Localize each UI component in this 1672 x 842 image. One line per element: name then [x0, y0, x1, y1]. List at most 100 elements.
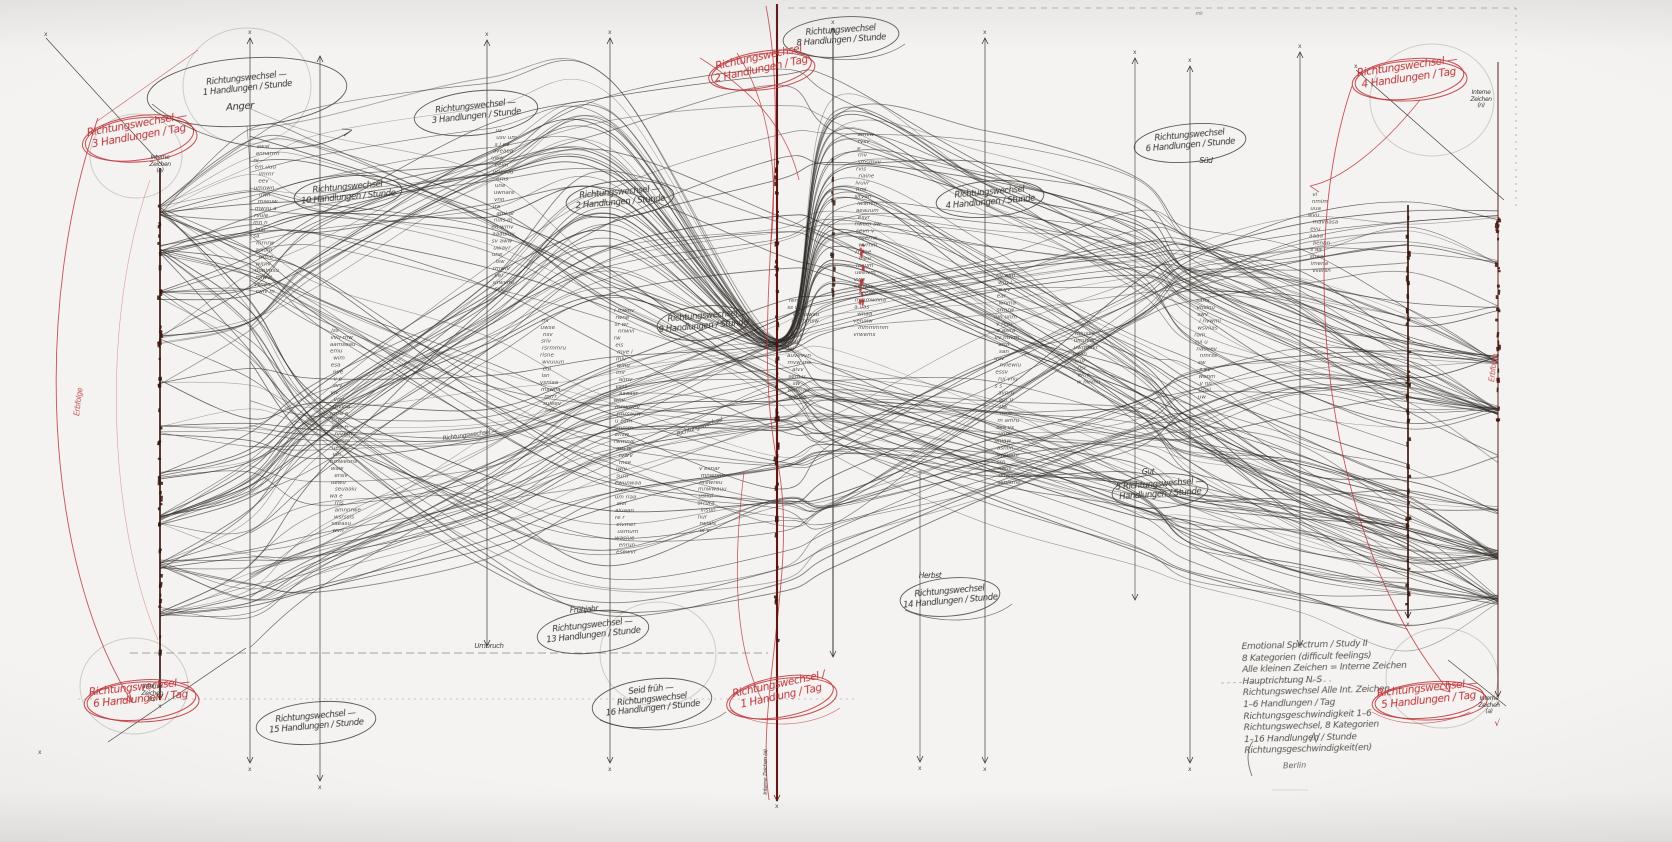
- word-column-entry: uwse: [541, 325, 556, 331]
- node-label-ellipse: [255, 700, 377, 746]
- axis-arrowhead: [1404, 611, 1412, 619]
- flow-line: [249, 290, 1499, 451]
- word-column-entry: iun unm: [994, 314, 1018, 320]
- axis-arrowhead: [156, 693, 164, 701]
- word-column-entry: usmum: [617, 529, 638, 535]
- node-note-10: Richtungswechsel 14 Handlungen / Stunde: [902, 583, 998, 611]
- word-column-entry: rsrmmru: [542, 346, 567, 352]
- word-column-entry: aiuaan: [615, 508, 634, 514]
- x-tick-mark: x: [608, 29, 612, 36]
- ink-knot: [158, 490, 162, 495]
- intern-tag-right-top: Interne Zeichen (n): [1470, 88, 1492, 110]
- word-column-entry: s s: [995, 383, 1003, 389]
- word-column-entry: mn n: [253, 220, 268, 226]
- word-column-entry: v esnar: [699, 466, 720, 472]
- word-column-entry: risr: [1077, 366, 1087, 372]
- red-annotation-stroke: [736, 52, 774, 243]
- ink-knot: [1497, 224, 1500, 228]
- word-column-entry: smmm: [614, 425, 634, 431]
- word-column-entry: nviewiu: [1000, 363, 1022, 369]
- flow-line: [159, 232, 1499, 479]
- red-label-ellipse: [729, 677, 838, 721]
- red-note-top-right: Richtungswechsel —4 Handlungen / Tag: [1356, 53, 1458, 91]
- word-column-entry: wnv: [614, 398, 626, 404]
- umbruch-tag: Umbruch: [474, 642, 504, 651]
- diagonal-guide-line: [107, 647, 247, 743]
- word-column-entry: vnsinu: [1197, 305, 1216, 311]
- word-column-entry: enrun: [619, 543, 636, 549]
- flow-line: [159, 119, 1499, 563]
- word-column-entry: ear: [997, 294, 1007, 300]
- x-tick-mark: x: [1188, 766, 1192, 773]
- word-column-entry: nur: [698, 514, 708, 520]
- word-column-entry: asnisme: [997, 480, 1021, 486]
- red-label-ellipse: [83, 678, 197, 722]
- ink-knot: [1406, 464, 1410, 470]
- word-column-entry: wnaa: [857, 311, 873, 317]
- word-column-entry: mme: [259, 254, 274, 260]
- word-column-entry: awai: [256, 144, 269, 150]
- ink-knot: [859, 252, 863, 258]
- x-tick-mark: x: [983, 29, 987, 36]
- flow-line: [159, 345, 1499, 613]
- node-note-8: Richtungswechsel 6 Handlungen / Stunde: [1145, 127, 1236, 154]
- ink-knot: [860, 292, 864, 297]
- word-column-entry: rvuie: [254, 213, 269, 219]
- word-column-entry: e: [857, 146, 861, 152]
- red-annotation-stroke: [1323, 85, 1451, 693]
- word-column-entry: ueeivm: [855, 270, 876, 276]
- word-column-entry: iwiv: [616, 467, 628, 473]
- red-annotation-stroke: [55, 117, 133, 703]
- ink-knot: [158, 598, 163, 604]
- word-column-entry: mrrr: [544, 394, 557, 400]
- red-label-ellipse: [86, 681, 200, 723]
- node-label-ellipse: [293, 175, 403, 213]
- word-column-entry: w nvvnu: [1077, 379, 1101, 385]
- word-column-entry: m amru: [997, 418, 1019, 424]
- word-column-entry: aimv: [619, 377, 633, 383]
- word-column-entry: ami ar: [496, 211, 515, 217]
- node-label-ellipse: [899, 577, 1001, 617]
- flow-line: [159, 230, 1499, 524]
- ink-knot: [832, 278, 836, 282]
- word-column-entry: mnwnnn: [701, 473, 726, 479]
- word-column-entry: uewu: [331, 480, 347, 486]
- word-column-entry: eeim: [495, 163, 509, 169]
- word-column-entry: vsss: [615, 384, 627, 390]
- flow-line: [159, 149, 1499, 564]
- ink-knot: [1406, 418, 1411, 424]
- edge-tiny-note: mk: [1195, 11, 1203, 18]
- flow-line: [159, 161, 1499, 474]
- axis-arrowhead: [1494, 690, 1502, 698]
- node-label-ellipse: [565, 180, 675, 218]
- word-column-entry: aeuww: [854, 284, 874, 290]
- word-column-entry: arrura: [697, 501, 715, 507]
- word-column-entry: um riaa: [615, 494, 637, 500]
- word-column-entry: asniin: [997, 446, 1014, 452]
- word-column-entry: nmweuns: [330, 459, 357, 465]
- word-column-entry: insun: [701, 507, 717, 513]
- word-column-entry: esvr: [858, 215, 871, 221]
- word-column-entry: uua: [1310, 206, 1321, 212]
- word-column-entry: re r: [615, 515, 626, 521]
- ink-knot: [1497, 289, 1501, 295]
- word-column-entry: wvn: [332, 528, 344, 534]
- flow-line: [159, 264, 1499, 506]
- pencil-circle: [1369, 43, 1495, 157]
- ink-knot: [158, 340, 162, 346]
- flow-line: [159, 223, 1499, 521]
- word-column-entry: risne: [540, 353, 554, 359]
- node-note-7: Richtungswechsel 4 Handlungen / Stunde: [945, 184, 1036, 211]
- word-column-entry: saeasu: [331, 521, 351, 527]
- word-column-entry: rw: [614, 336, 621, 342]
- x-tick-mark: x: [1133, 49, 1137, 56]
- word-column-entry: viv: [330, 390, 339, 396]
- ink-knot: [831, 282, 836, 287]
- word-column-entry: uww: [491, 156, 504, 162]
- ink-knot: [1495, 227, 1498, 232]
- word-column-entry: erns: [496, 176, 508, 182]
- word-column-entry: i mwnv: [614, 308, 635, 314]
- word-column-entry: une: [495, 183, 506, 189]
- word-column-entry: surn: [616, 474, 629, 480]
